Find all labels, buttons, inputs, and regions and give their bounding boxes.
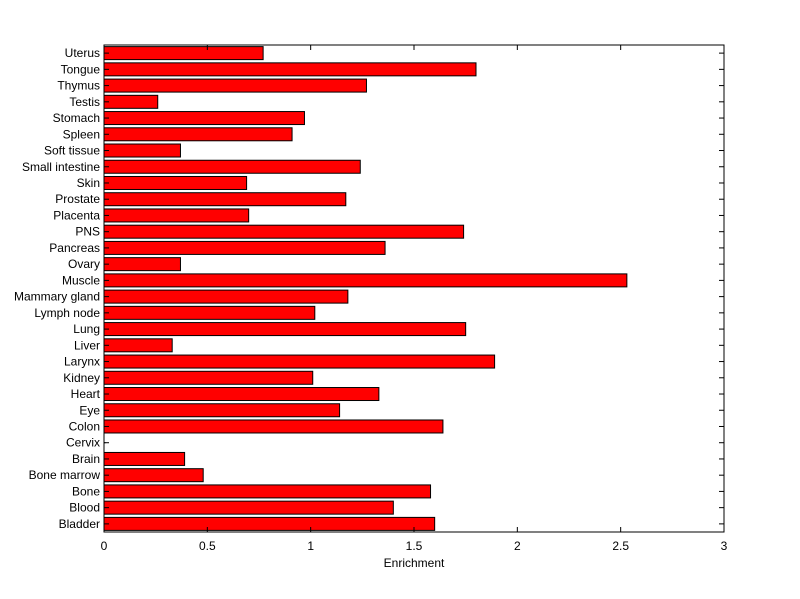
bar-lymph-node [103,305,316,320]
bars-group [103,46,628,531]
plot-area [103,44,725,533]
bar-pns [103,224,465,239]
y-tick-label-kidney: Kidney [63,371,100,385]
y-tick-label-bladder: Bladder [59,517,100,531]
bar-prostate [103,192,347,207]
y-tick-label-placenta: Placenta [53,208,100,222]
bar-brain [103,451,186,466]
bar-pancreas [103,240,386,255]
bar-uterus [103,46,264,61]
bar-small-intestine [103,159,361,174]
x-tick-label: 1 [307,539,314,553]
bar-liver [103,338,173,353]
y-tick-label-liver: Liver [74,338,100,352]
x-tick-label: 2.5 [612,539,629,553]
bar-eye [103,403,341,418]
y-ticks-group: Bladder Blood Bone Bone marrow Brain Cervix Co… [14,46,724,531]
y-tick-label-testis: Testis [69,95,100,109]
x-tick-label: 0 [101,539,108,553]
bar-heart [103,387,380,402]
bar-tongue [103,62,477,77]
y-tick-label-spleen: Spleen [63,127,100,141]
y-tick-label-soft-tissue: Soft tissue [44,144,100,158]
bar-bone [103,484,432,499]
y-tick-label-stomach: Stomach [53,111,100,125]
y-tick-label-prostate: Prostate [55,192,100,206]
x-ticks-group: 0 0.5 1 1.5 2 2.5 3 [101,45,728,553]
y-tick-label-ovary: Ovary [68,257,100,271]
y-tick-label-heart: Heart [71,387,101,401]
y-tick-label-eye: Eye [79,403,100,417]
y-tick-label-small-intestine: Small intestine [22,160,100,174]
y-tick-label-cervix: Cervix [66,436,100,450]
bar-colon [103,419,444,434]
bar-mammary-gland [103,289,349,304]
bar-soft-tissue [103,143,181,158]
y-tick-label-blood: Blood [69,501,100,515]
y-tick-label-larynx: Larynx [64,355,100,369]
y-tick-label-muscle: Muscle [62,273,100,287]
bar-bladder [103,516,436,531]
y-tick-label-pancreas: Pancreas [49,241,100,255]
bar-thymus [103,78,367,93]
bar-muscle [103,273,628,288]
y-tick-label-brain: Brain [72,452,100,466]
bar-ovary [103,257,181,272]
y-tick-label-bone-marrow: Bone marrow [29,468,101,482]
bar-bone-marrow [103,468,204,483]
bar-stomach [103,111,305,126]
bar-skin [103,175,248,190]
bar-blood [103,500,394,515]
x-tick-label: 2 [514,539,521,553]
y-tick-label-pns: PNS [75,225,100,239]
y-tick-label-thymus: Thymus [57,79,100,93]
y-tick-label-lung: Lung [73,322,100,336]
y-tick-label-mammary-gland: Mammary gland [14,290,100,304]
y-tick-label-bone: Bone [72,484,100,498]
y-tick-label-uterus: Uterus [65,46,100,60]
y-tick-label-colon: Colon [69,419,100,433]
x-axis-title: Enrichment [384,556,445,570]
bar-lung [103,322,467,337]
y-tick-label-tongue: Tongue [61,62,101,76]
x-tick-label: 3 [721,539,728,553]
bar-spleen [103,127,293,142]
bar-larynx [103,354,496,369]
x-tick-label: 0.5 [199,539,216,553]
bar-testis [103,94,159,109]
y-tick-label-lymph-node: Lymph node [34,306,100,320]
x-tick-label: 1.5 [406,539,423,553]
y-tick-label-skin: Skin [77,176,100,190]
bar-placenta [103,208,250,223]
bar-kidney [103,370,314,385]
